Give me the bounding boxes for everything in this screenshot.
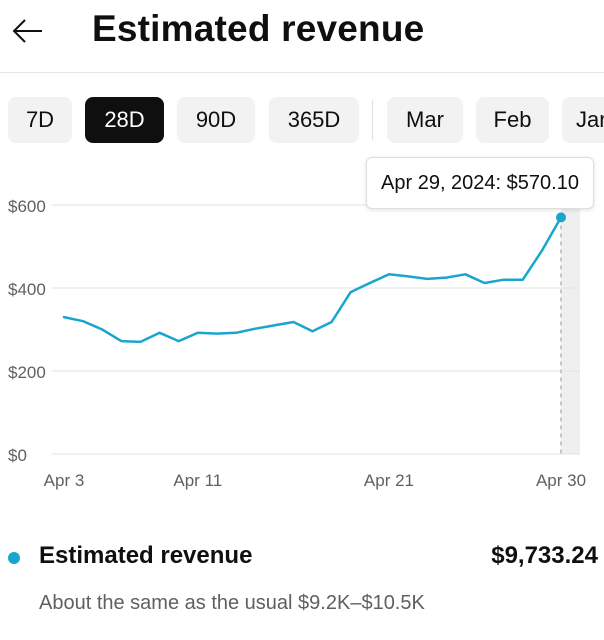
revenue-summary-row: Estimated revenue $9,733.24 — [8, 540, 598, 580]
page-title: Estimated revenue — [92, 8, 425, 49]
summary-label: Estimated revenue — [39, 542, 253, 569]
x-tick-label: Apr 11 — [173, 471, 222, 490]
y-tick-label: $0 — [8, 446, 27, 465]
period-chip-mar[interactable]: Mar — [387, 97, 463, 143]
x-tick-label: Apr 3 — [44, 471, 85, 490]
app-header: Estimated revenue — [0, 0, 604, 73]
x-tick-label: Apr 30 — [536, 471, 586, 490]
x-tick-label: Apr 21 — [364, 471, 414, 490]
chart-tooltip: Apr 29, 2024: $570.10 — [366, 157, 594, 209]
period-chip-365d[interactable]: 365D — [269, 97, 359, 143]
period-chip-90d[interactable]: 90D — [177, 97, 255, 143]
chip-divider — [372, 100, 373, 140]
period-chip-feb[interactable]: Feb — [476, 97, 549, 143]
period-chip-jan[interactable]: Jan — [562, 97, 604, 143]
arrow-left-icon[interactable] — [10, 14, 46, 48]
y-tick-label: $600 — [8, 197, 46, 216]
highlight-band — [561, 160, 580, 454]
period-chip-28d[interactable]: 28D — [85, 97, 164, 143]
summary-note: About the same as the usual $9.2K–$10.5K — [39, 592, 425, 614]
period-chip-7d[interactable]: 7D — [8, 97, 72, 143]
summary-total-value: $9,733.24 — [491, 542, 598, 569]
highlight-point — [556, 212, 566, 223]
y-tick-label: $200 — [8, 363, 46, 382]
revenue-line-chart[interactable]: $0 $200 $400 $600 Apr 3 Apr 11 Apr 21 Apr 30 — [0, 150, 604, 495]
series-color-dot — [8, 552, 20, 564]
period-selector: 7D 28D 90D 365D Mar Feb Jan — [0, 97, 604, 147]
series-line — [62, 216, 563, 344]
y-tick-label: $400 — [8, 280, 46, 299]
